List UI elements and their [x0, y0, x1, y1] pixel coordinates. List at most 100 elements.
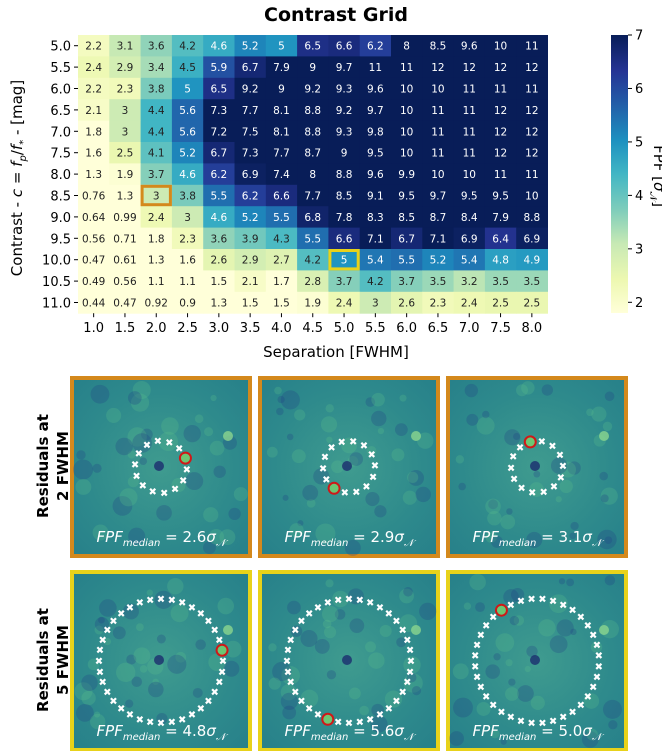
residual-panel: ✖✖✖✖✖✖✖✖✖✖✖✖✖✖✖✖✖✖✖✖✖✖✖✖✖✖✖✖✖✖✖✖✖✖✖FPFme…	[258, 570, 440, 751]
heatmap-cell	[328, 77, 361, 100]
cell-value-label: 2.5	[523, 298, 540, 310]
speckle	[274, 386, 282, 395]
speckle	[268, 677, 281, 690]
heatmap-cell	[109, 35, 142, 57]
cell-value-label: 7.1	[430, 233, 447, 245]
y-tick-label: 11.0	[42, 297, 71, 312]
residual-panel: ✖✖✖✖✖✖✖✖✖✖✖✖✖✖✖✖✖✖✖✖✖✖✖✖✖✖✖✖✖✖✖✖✖✖✖FPFme…	[70, 570, 252, 751]
heatmap-cell	[359, 270, 392, 293]
speckle	[505, 659, 513, 667]
aperture-marker: ✖	[327, 443, 335, 454]
heatmap-cell	[359, 163, 392, 186]
heatmap-cell	[171, 291, 204, 314]
cell-value-label: 8	[309, 169, 316, 181]
heatmap-cell	[297, 184, 329, 207]
aperture-marker: ✖	[96, 667, 104, 678]
aperture-marker: ✖	[507, 463, 515, 474]
cell-value-label: 7.9	[273, 62, 290, 74]
cell-value-label: 6.9	[461, 233, 478, 245]
x-axis-label: Separation [FWHM]	[263, 343, 409, 361]
cell-value-label: 0.56	[113, 276, 137, 288]
cell-value-label: 5.2	[242, 212, 259, 224]
heatmap-cell	[234, 184, 267, 207]
heatmap-cell	[516, 56, 548, 79]
heatmap-cell	[328, 206, 361, 229]
cell-value-label: 5.5	[273, 212, 290, 224]
speckle	[506, 508, 513, 515]
heatmap-cell	[484, 56, 517, 79]
cell-value-label: 7.8	[336, 212, 353, 224]
heatmap-cell	[359, 227, 392, 250]
cell-value-label: 3.7	[148, 169, 165, 181]
aperture-marker: ✖	[126, 710, 134, 721]
cell-value-label: 11	[525, 84, 538, 96]
aperture-marker: ✖	[527, 718, 535, 729]
colorbar-tick-label: 4	[635, 189, 643, 204]
speckle	[297, 520, 304, 527]
speckle	[524, 665, 531, 673]
cell-value-label: 5.4	[367, 255, 384, 267]
aperture-marker: ✖	[136, 598, 144, 609]
cell-value-label: 11	[431, 105, 444, 117]
aperture-marker: ✖	[210, 688, 218, 699]
speckle	[185, 472, 204, 491]
cell-value-label: 3	[122, 126, 129, 138]
aperture-marker: ✖	[345, 595, 353, 606]
aperture-marker: ✖	[471, 662, 479, 673]
heatmap-cell	[484, 184, 517, 207]
heatmap-cell	[140, 249, 173, 271]
injected-planet-marker	[523, 435, 537, 449]
speckle	[600, 487, 618, 505]
speckle	[127, 476, 139, 488]
heatmap-cell	[297, 142, 329, 164]
aperture-marker: ✖	[291, 626, 299, 637]
heatmap-cell	[359, 249, 392, 271]
cell-value-label: 6.2	[242, 191, 259, 203]
cell-value-label: 7.4	[273, 169, 290, 181]
cell-value-label: 10	[494, 41, 507, 53]
heatmap-cell	[171, 163, 204, 186]
aperture-marker: ✖	[509, 452, 517, 463]
heatmap-cell	[234, 142, 267, 164]
aperture-marker: ✖	[356, 718, 364, 729]
heatmap-cell	[203, 142, 235, 164]
speckle	[158, 431, 179, 452]
speckle	[286, 433, 294, 441]
cell-value-label: 6.6	[336, 41, 353, 53]
speckle	[99, 599, 117, 617]
aperture-marker: ✖	[593, 640, 601, 651]
speckle	[130, 393, 150, 412]
aperture-marker: ✖	[284, 667, 292, 678]
fpf-label: FPFmedian = 2.9σ𝒩	[285, 528, 417, 549]
heatmap-cell	[484, 99, 517, 122]
y-axis-label: Contrast - c = fp/f* - [mag]	[8, 80, 29, 276]
heatmap-cell	[422, 291, 455, 314]
speckle	[608, 720, 618, 730]
aperture-marker: ✖	[477, 683, 485, 694]
heatmap-cell	[297, 291, 329, 314]
aperture-marker: ✖	[291, 688, 299, 699]
cell-value-label: 9.5	[367, 148, 384, 160]
heatmap-cell	[109, 249, 142, 271]
highlight-box	[140, 184, 172, 207]
row2-label-line2: 5 FWHM	[54, 625, 72, 695]
heatmap-cell	[265, 206, 298, 229]
heatmap-cell	[171, 184, 204, 207]
speckle	[419, 602, 437, 621]
star-center	[154, 655, 164, 665]
speckle	[183, 424, 201, 443]
aperture-marker: ✖	[287, 678, 295, 689]
cell-value-label: 7.9	[492, 212, 509, 224]
heatmap-cell	[203, 163, 235, 186]
cell-value-label: 12	[494, 105, 507, 117]
cell-value-label: 5	[341, 255, 348, 267]
cell-value-label: 0.64	[82, 212, 106, 224]
heatmap-cell	[203, 249, 235, 271]
speckle	[154, 590, 173, 609]
speckle	[379, 624, 392, 637]
cell-value-label: 9.6	[367, 84, 384, 96]
aperture-marker: ✖	[109, 696, 117, 707]
speckle	[98, 616, 105, 624]
speckle	[126, 654, 137, 665]
aperture-marker: ✖	[362, 482, 370, 493]
